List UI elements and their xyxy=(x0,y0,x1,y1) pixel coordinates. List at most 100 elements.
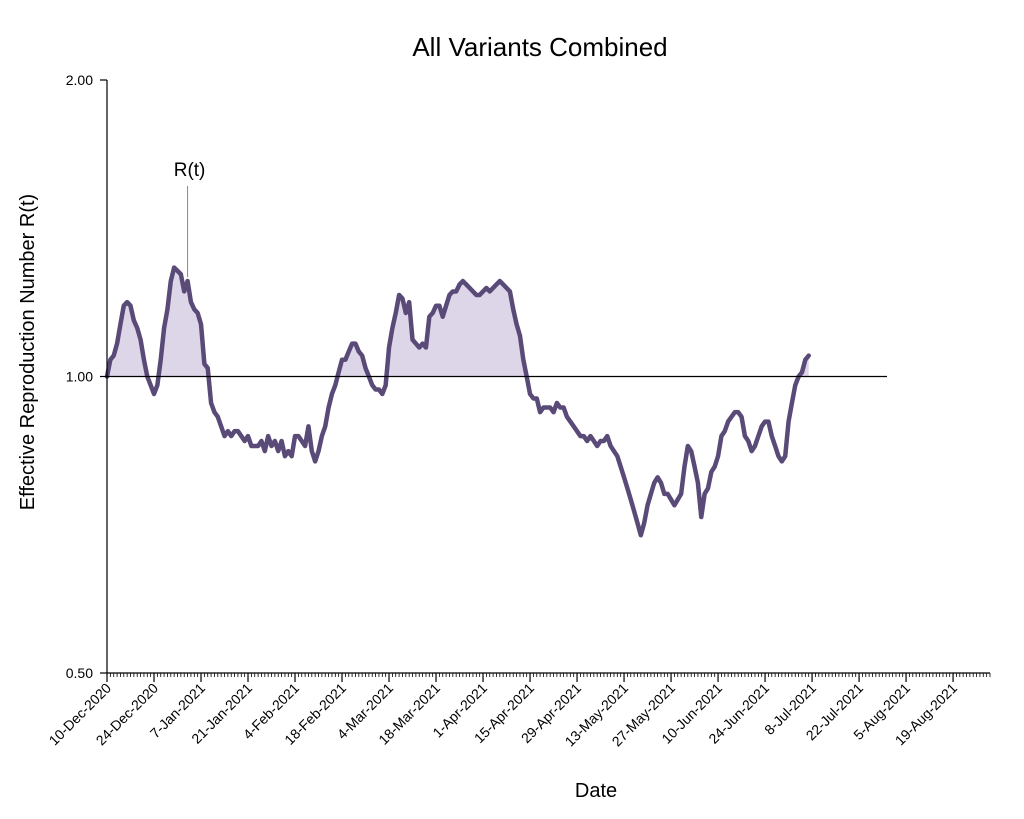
data-point-0-18 xyxy=(165,307,169,311)
data-point-0-128 xyxy=(535,396,539,400)
data-point-0-162 xyxy=(649,492,653,496)
data-point-0-139 xyxy=(571,424,575,428)
data-point-0-93 xyxy=(417,345,421,349)
data-point-0-20 xyxy=(172,265,176,269)
data-point-0-189 xyxy=(739,415,743,419)
data-point-0-77 xyxy=(363,366,367,370)
data-point-0-71 xyxy=(343,358,347,362)
data-point-0-153 xyxy=(618,464,622,468)
data-point-0-62 xyxy=(313,459,317,463)
data-point-0-96 xyxy=(427,315,431,319)
x-minor-ticks xyxy=(106,673,991,677)
data-point-0-190 xyxy=(743,434,747,438)
series-area-layer xyxy=(107,267,809,377)
data-point-0-180 xyxy=(709,470,713,474)
data-point-0-46 xyxy=(259,439,263,443)
data-point-0-100 xyxy=(441,315,445,319)
data-point-0-19 xyxy=(169,279,173,283)
data-point-0-27 xyxy=(195,311,199,315)
data-point-0-158 xyxy=(635,521,639,525)
data-point-0-113 xyxy=(484,286,488,290)
data-point-0-188 xyxy=(736,410,740,414)
data-point-0-9 xyxy=(135,326,139,330)
data-point-0-22 xyxy=(179,272,183,276)
data-point-0-154 xyxy=(622,475,626,479)
series-line-layer xyxy=(104,265,811,538)
data-point-0-4 xyxy=(118,322,122,326)
data-point-0-163 xyxy=(652,481,656,485)
data-point-0-181 xyxy=(712,464,716,468)
data-point-0-39 xyxy=(236,429,240,433)
data-point-0-152 xyxy=(615,454,619,458)
data-point-0-64 xyxy=(320,434,324,438)
data-point-0-48 xyxy=(266,434,270,438)
data-point-0-58 xyxy=(300,439,304,443)
data-point-0-65 xyxy=(323,424,327,428)
data-point-0-1 xyxy=(108,358,112,362)
data-point-0-132 xyxy=(548,405,552,409)
data-point-0-94 xyxy=(420,341,424,345)
data-point-0-88 xyxy=(400,296,404,300)
data-point-0-91 xyxy=(410,337,414,341)
y-axis-label: Effective Reproduction Number R(t) xyxy=(17,194,39,510)
data-point-0-198 xyxy=(770,434,774,438)
data-point-0-176 xyxy=(696,481,700,485)
data-point-0-50 xyxy=(273,439,277,443)
data-point-0-111 xyxy=(477,293,481,297)
data-point-0-150 xyxy=(608,444,612,448)
series-area-0 xyxy=(107,267,809,377)
data-point-0-169 xyxy=(672,503,676,507)
annotation-label: R(t) xyxy=(174,160,206,181)
data-point-0-81 xyxy=(377,387,381,391)
data-point-0-51 xyxy=(276,449,280,453)
data-point-0-208 xyxy=(803,358,807,362)
data-point-0-114 xyxy=(488,289,492,293)
data-point-0-57 xyxy=(296,434,300,438)
data-point-0-118 xyxy=(501,282,505,286)
data-point-0-165 xyxy=(659,481,663,485)
data-point-0-17 xyxy=(162,326,166,330)
data-point-0-42 xyxy=(246,434,250,438)
data-point-0-97 xyxy=(430,311,434,315)
data-point-0-37 xyxy=(229,434,233,438)
data-point-0-175 xyxy=(692,464,696,468)
data-point-0-92 xyxy=(414,341,418,345)
data-point-0-108 xyxy=(467,286,471,290)
data-point-0-30 xyxy=(206,366,210,370)
x-axis-label: Date xyxy=(575,780,617,802)
x-ticks: 10-Dec-202024-Dec-20207-Jan-202121-Jan-2… xyxy=(46,673,960,749)
data-point-0-63 xyxy=(316,449,320,453)
data-point-0-24 xyxy=(185,279,189,283)
data-point-0-83 xyxy=(383,383,387,387)
data-point-0-11 xyxy=(142,358,146,362)
data-point-0-90 xyxy=(407,300,411,304)
data-point-0-16 xyxy=(159,358,163,362)
annotation-group: R(t) xyxy=(174,160,206,278)
data-point-0-60 xyxy=(306,424,310,428)
data-point-0-170 xyxy=(676,497,680,501)
data-point-0-192 xyxy=(749,449,753,453)
data-point-0-167 xyxy=(665,492,669,496)
data-point-0-29 xyxy=(202,362,206,366)
data-point-0-109 xyxy=(471,289,475,293)
data-point-0-107 xyxy=(464,282,468,286)
data-point-0-129 xyxy=(538,410,542,414)
data-point-0-117 xyxy=(498,279,502,283)
data-point-0-26 xyxy=(192,307,196,311)
data-point-0-205 xyxy=(793,383,797,387)
data-point-0-41 xyxy=(242,439,246,443)
data-point-0-82 xyxy=(380,392,384,396)
data-point-0-32 xyxy=(212,410,216,414)
data-point-0-59 xyxy=(303,444,307,448)
data-point-0-49 xyxy=(269,444,273,448)
data-point-0-157 xyxy=(632,509,636,513)
data-point-0-200 xyxy=(776,454,780,458)
data-point-0-55 xyxy=(289,454,293,458)
data-point-0-84 xyxy=(387,345,391,349)
data-point-0-186 xyxy=(729,415,733,419)
data-point-0-86 xyxy=(394,311,398,315)
y-tick-label-1: 1.00 xyxy=(66,369,93,385)
data-point-0-2 xyxy=(112,353,116,357)
data-point-0-45 xyxy=(256,444,260,448)
